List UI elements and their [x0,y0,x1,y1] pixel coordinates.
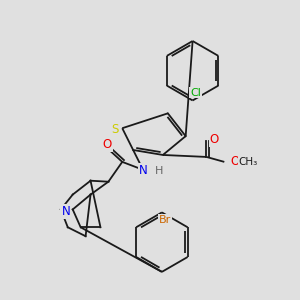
Text: O: O [210,133,219,146]
Text: O: O [231,155,240,168]
Text: Br: Br [159,215,171,225]
Text: O: O [103,138,112,151]
Text: Cl: Cl [190,88,201,98]
Text: N: N [139,164,147,177]
Text: CH₃: CH₃ [238,157,258,167]
Text: N: N [61,205,70,218]
Text: S: S [112,123,119,136]
Text: H: H [155,166,163,176]
